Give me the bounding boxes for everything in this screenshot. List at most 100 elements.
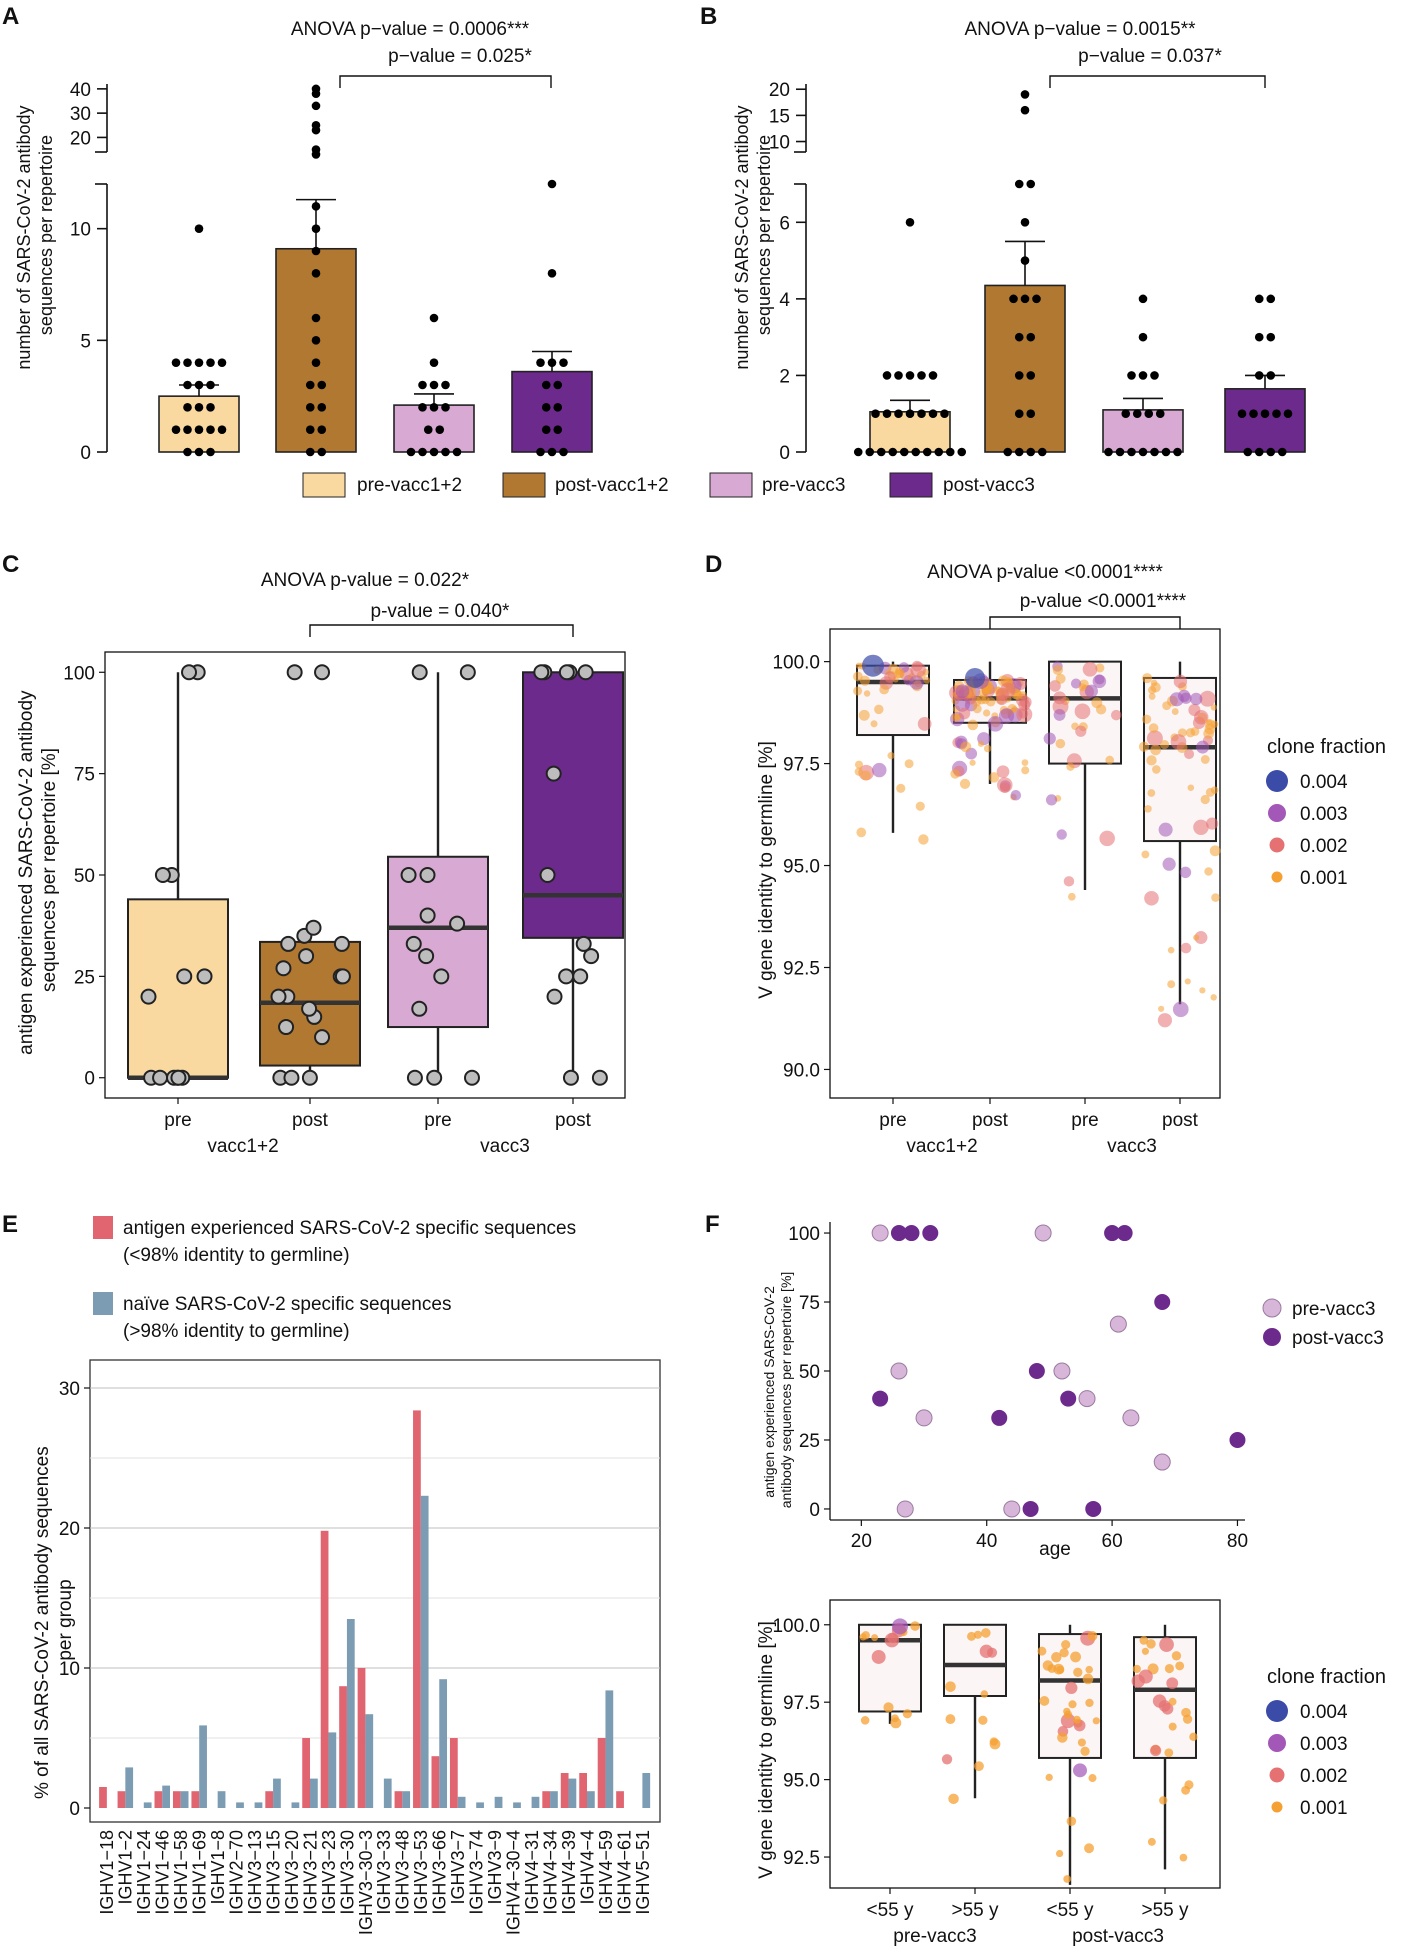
panel-c-anova: ANOVA p-value = 0.022* (261, 570, 470, 591)
data-point (910, 662, 926, 678)
data-point (206, 358, 215, 367)
bar-naive (402, 1791, 411, 1808)
data-point (1144, 409, 1154, 419)
data-point (1060, 1713, 1076, 1729)
data-point (1169, 692, 1184, 707)
data-point (1056, 829, 1067, 840)
bar-pre-vacc1+2 (869, 410, 951, 453)
data-point (311, 145, 321, 154)
data-point (429, 447, 439, 457)
data-point (1158, 1700, 1171, 1712)
data-point (882, 371, 892, 380)
y-tick-label: 15 (769, 106, 790, 127)
data-point (1138, 371, 1148, 380)
data-point (591, 1069, 608, 1086)
cf-f-legend-label-0004: 0.004 (1300, 1702, 1348, 1723)
data-point (1243, 447, 1253, 457)
x-tick-label: IGHV4−61 (614, 1830, 634, 1915)
bar-antigen-experienced (320, 1530, 329, 1808)
point-pre-vacc3 (1053, 1362, 1071, 1380)
data-point (217, 425, 227, 434)
data-point (1190, 727, 1200, 736)
data-point (1210, 704, 1218, 711)
panel-d-pvalue: p-value <0.0001**** (1020, 591, 1187, 612)
data-point (1141, 850, 1150, 859)
data-point (1164, 1663, 1175, 1674)
data-point (1020, 90, 1030, 99)
x-tick-label: pre (164, 1110, 191, 1131)
panel-a-plot: 0 5 10 20 30 40 (70, 75, 593, 464)
data-point (1148, 685, 1157, 695)
data-point (911, 447, 921, 457)
data-point (286, 664, 303, 681)
data-point (1148, 723, 1159, 733)
data-point (1020, 294, 1030, 304)
data-point (1026, 332, 1036, 342)
data-point (1187, 784, 1195, 792)
bar-naive (162, 1785, 171, 1808)
data-point (305, 425, 315, 434)
legend-f-label-post-vacc3: post-vacc3 (1292, 1328, 1384, 1349)
data-point (853, 447, 863, 457)
y-tick-label: 25 (74, 967, 95, 988)
significance-bracket (1049, 75, 1266, 88)
y-tick-label: 20 (70, 128, 91, 149)
bar-naive (605, 1690, 614, 1808)
bar-naive (383, 1778, 392, 1808)
x-tick-label: IGHV3−20 (282, 1830, 302, 1915)
data-point (1014, 179, 1024, 189)
data-point (876, 447, 886, 457)
bar-pre-vacc3 (393, 404, 475, 453)
y-tick-label: 4 (779, 290, 790, 311)
x-tick-label: IGHV3−23 (319, 1830, 339, 1915)
data-point (1173, 447, 1182, 457)
data-point (298, 948, 315, 965)
data-point (152, 1069, 169, 1086)
x-tick-label: post (1162, 1110, 1199, 1131)
data-point (206, 403, 215, 412)
panel-f-top-ylabel: antigen experienced SARS-CoV-2 antibody … (761, 1272, 794, 1509)
data-point (1021, 766, 1030, 775)
data-point (983, 744, 992, 753)
data-point (183, 380, 192, 390)
group-label: vacc1+2 (906, 1136, 977, 1157)
data-point (1082, 661, 1098, 677)
box (522, 671, 624, 939)
data-point (547, 269, 557, 278)
data-point (1205, 719, 1213, 726)
data-point (854, 760, 864, 769)
x-tick-label: IGHV3−15 (263, 1830, 283, 1915)
data-point (1179, 866, 1192, 879)
data-point (1068, 1700, 1077, 1709)
data-point (917, 371, 926, 380)
data-point (940, 409, 949, 419)
data-point (1075, 725, 1087, 737)
x-tick-label: IGHV4−4 (577, 1830, 597, 1905)
bar-post-vacc3 (511, 370, 593, 453)
y-tick-label: 20 (769, 80, 790, 101)
data-point (1082, 1673, 1094, 1685)
data-point (171, 425, 181, 434)
data-point (998, 708, 1015, 724)
legend-f-dot-pre-vacc3 (1262, 1298, 1282, 1318)
y-tick-label: 0 (69, 1799, 80, 1820)
data-point (275, 960, 292, 977)
data-point (895, 667, 903, 675)
data-point (418, 948, 435, 965)
data-point (917, 717, 932, 731)
data-point (1196, 740, 1210, 754)
data-point (863, 690, 871, 697)
data-point (1055, 673, 1066, 684)
x-tick-label: IGHV3−48 (393, 1830, 413, 1915)
data-point (1184, 749, 1195, 760)
point-pre-vacc3 (915, 1409, 933, 1427)
bar-post-vacc3 (1224, 388, 1306, 453)
data-point (1150, 447, 1159, 457)
data-point (183, 447, 192, 457)
data-point (918, 834, 929, 845)
data-point (996, 687, 1009, 701)
data-point (553, 425, 563, 434)
data-point (311, 313, 321, 323)
x-tick-label: IGHV5−51 (633, 1830, 653, 1915)
data-point (1193, 934, 1200, 941)
